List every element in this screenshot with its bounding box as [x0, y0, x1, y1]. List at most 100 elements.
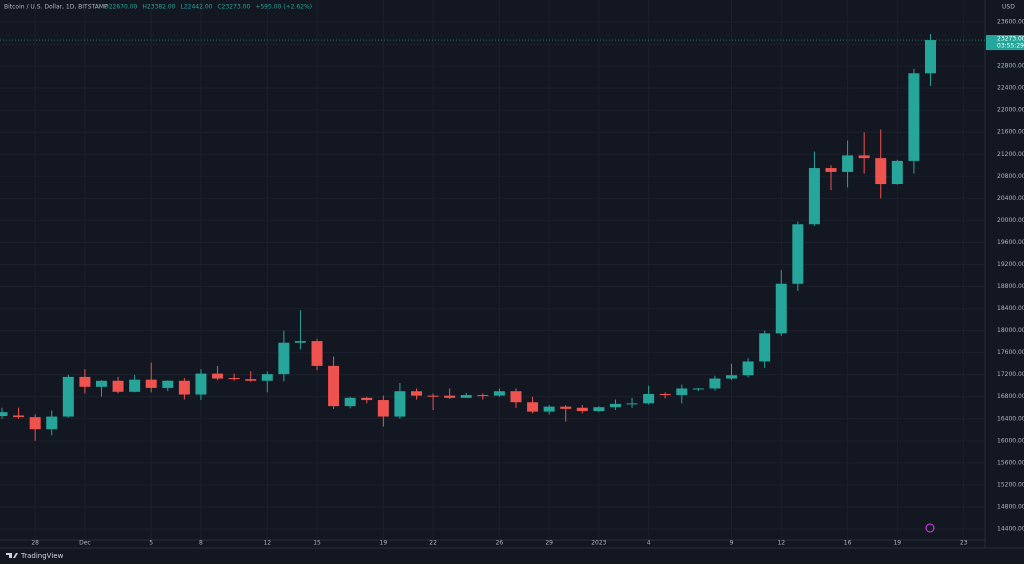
- candle-body: [726, 375, 738, 379]
- candle-body: [377, 400, 389, 417]
- candle-body: [842, 155, 854, 172]
- candle-body: [228, 378, 240, 380]
- candle-body: [79, 376, 91, 387]
- y-tick-label: 18800.00: [997, 283, 1024, 290]
- candle-body: [145, 379, 157, 388]
- candle-body: [245, 379, 257, 381]
- candle-body: [759, 333, 771, 362]
- y-tick-label: 16000.00: [997, 437, 1024, 444]
- last-price-label: 23273.00: [997, 36, 1024, 43]
- y-tick-label: 20000.00: [997, 217, 1024, 224]
- candle-body: [593, 407, 605, 412]
- y-tick-label: 17200.00: [997, 371, 1024, 378]
- candle-body: [692, 388, 704, 390]
- ohlc-value: +595.00 (+2.62%): [255, 4, 312, 11]
- candle-body: [95, 380, 107, 387]
- candle-body: [62, 376, 74, 417]
- candle-body: [394, 391, 406, 417]
- candle-body: [626, 403, 638, 405]
- countdown: 03:55:29: [997, 43, 1024, 50]
- x-tick-label: 29: [545, 540, 553, 547]
- ohlc-value: H23382.00: [142, 4, 175, 11]
- y-tick-label: 14400.00: [997, 525, 1024, 532]
- y-tick-label: 20800.00: [997, 173, 1024, 180]
- candle-body: [659, 393, 671, 396]
- y-tick-label: 18400.00: [997, 305, 1024, 312]
- x-tick-label: 16: [844, 540, 852, 547]
- x-tick-label: 9: [730, 540, 734, 547]
- candle-body: [510, 391, 522, 403]
- y-tick-label: 16800.00: [997, 393, 1024, 400]
- candle-body: [311, 341, 323, 366]
- x-tick-label: 12: [263, 540, 271, 547]
- candle-body: [162, 380, 174, 388]
- candle-body: [129, 379, 141, 392]
- brand: TradingView: [20, 552, 64, 560]
- x-tick-label: 12: [777, 540, 785, 547]
- candle-body: [576, 407, 588, 412]
- candle-body: [858, 155, 870, 159]
- currency: USD: [1002, 4, 1015, 11]
- y-tick-label: 22400.00: [997, 85, 1024, 92]
- candle-body: [825, 168, 837, 172]
- candle-body: [444, 395, 456, 398]
- candle-body: [792, 224, 804, 284]
- x-tick-label: 22: [429, 540, 437, 547]
- y-tick-label: 15600.00: [997, 459, 1024, 466]
- candle-body: [676, 388, 688, 396]
- y-tick-label: 15200.00: [997, 481, 1024, 488]
- y-tick-label: 23600.00: [997, 19, 1024, 26]
- candle-body: [294, 341, 306, 343]
- y-tick-label: 18000.00: [997, 327, 1024, 334]
- candle-body: [543, 406, 555, 412]
- candle-body: [643, 393, 655, 404]
- chart-title: Bitcoin / U.S. Dollar, 1D, BITSTAMP: [4, 4, 108, 11]
- candle-body: [13, 415, 25, 418]
- y-tick-label: 16400.00: [997, 415, 1024, 422]
- y-tick-label: 20400.00: [997, 195, 1024, 202]
- x-tick-label: 19: [380, 540, 388, 547]
- candle-body: [527, 402, 539, 412]
- candle-body: [808, 168, 820, 225]
- x-tick-label: 2023: [591, 540, 606, 547]
- candle-body: [609, 403, 621, 408]
- candle-body: [195, 373, 207, 395]
- x-tick-label: 4: [647, 540, 651, 547]
- brand-logo: [4, 553, 18, 558]
- ohlc-value: O22670.00: [104, 4, 138, 11]
- x-tick-label: 23: [960, 540, 968, 547]
- x-tick-label: Dec: [79, 540, 91, 547]
- candle-body: [908, 73, 920, 161]
- candle-body: [29, 417, 41, 430]
- y-tick-label: 22800.00: [997, 63, 1024, 70]
- y-tick-label: 19600.00: [997, 239, 1024, 246]
- candle-body: [427, 395, 439, 397]
- x-tick-label: 26: [496, 540, 504, 547]
- candle-body: [411, 391, 422, 396]
- candle-body: [46, 416, 58, 430]
- y-tick-label: 19200.00: [997, 261, 1024, 268]
- y-tick-label: 21200.00: [997, 151, 1024, 158]
- y-tick-label: 22000.00: [997, 107, 1024, 114]
- candle-body: [344, 397, 356, 407]
- candle-body: [261, 374, 273, 381]
- candle-body: [742, 361, 754, 376]
- candle-body: [493, 391, 505, 396]
- ohlc-value: C23273.00: [217, 4, 250, 11]
- x-tick-label: 8: [199, 540, 203, 547]
- candle-body: [0, 412, 8, 417]
- candle-body: [477, 395, 489, 397]
- x-tick-label: 19: [893, 540, 901, 547]
- x-tick-label: 15: [313, 540, 321, 547]
- event-icon[interactable]: [925, 523, 935, 533]
- candle-body: [460, 395, 472, 398]
- candle-body: [178, 380, 190, 395]
- candle-body: [212, 373, 224, 379]
- last-price-box: [986, 35, 1024, 51]
- x-tick-label: 5: [149, 540, 153, 547]
- candle-body: [875, 158, 887, 185]
- candle-body: [278, 342, 290, 375]
- candle-body: [891, 160, 903, 185]
